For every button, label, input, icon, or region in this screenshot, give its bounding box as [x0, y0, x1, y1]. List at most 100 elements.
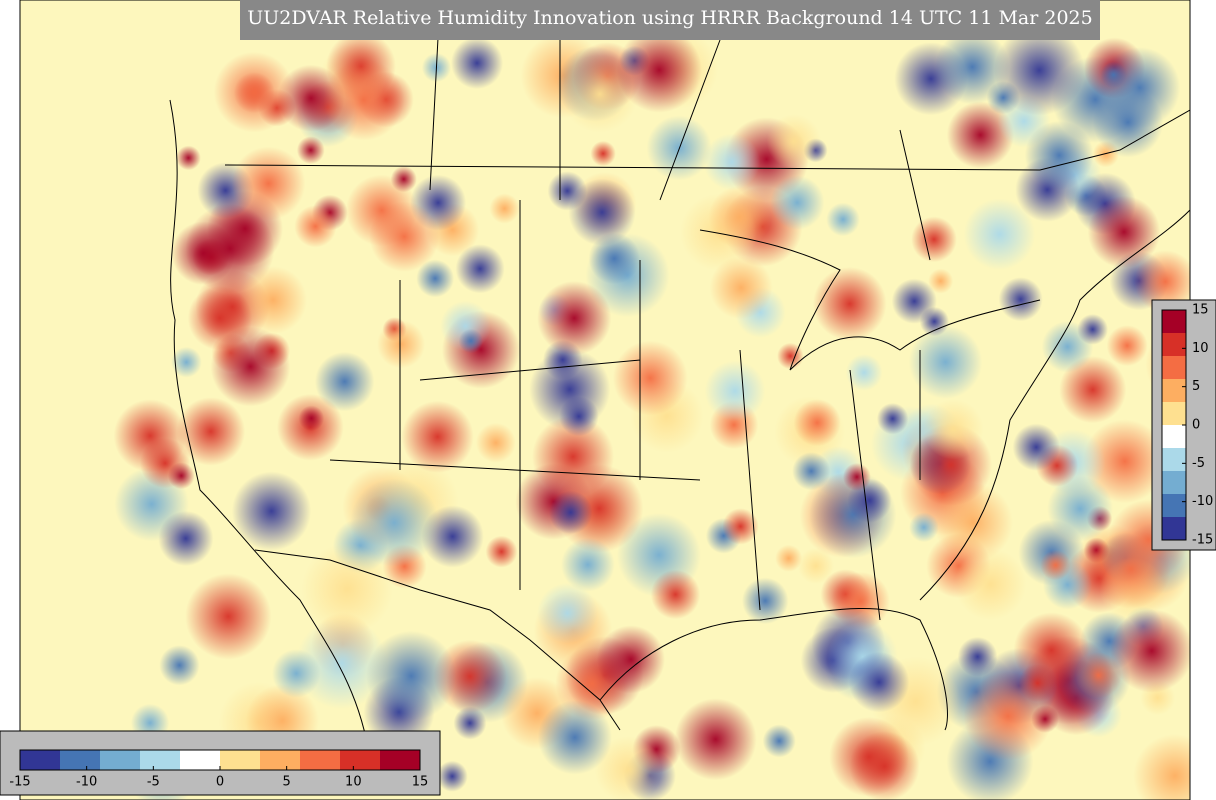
field-blob	[946, 101, 1015, 169]
field-blob	[908, 325, 983, 399]
field-blob	[674, 698, 757, 781]
field-blob	[963, 671, 1053, 761]
field-blob	[762, 724, 796, 758]
field-blob	[848, 651, 910, 713]
coastline	[599, 608, 948, 731]
field-blob	[993, 24, 1085, 116]
field-blob	[708, 185, 772, 249]
field-blob	[741, 577, 789, 625]
field-blob	[537, 700, 612, 775]
field-blob	[1106, 325, 1148, 367]
field-blob	[1031, 705, 1059, 733]
field-blob	[1133, 734, 1190, 800]
border-line	[224, 109, 1190, 171]
field-blob	[489, 193, 520, 224]
field-blob	[703, 133, 761, 191]
field-blob	[797, 547, 834, 584]
field-blob	[560, 537, 615, 592]
field-blob	[650, 569, 701, 620]
field-blob	[1098, 47, 1181, 129]
field-blob	[231, 146, 306, 221]
field-blob	[294, 205, 337, 248]
field-blob	[612, 340, 688, 416]
field-blob	[709, 256, 773, 320]
field-blob	[1082, 419, 1167, 504]
field-blob	[829, 716, 909, 797]
tick-label: -10	[1192, 494, 1213, 509]
innovation-field	[113, 24, 1190, 800]
field-blob	[176, 397, 246, 466]
field-blob	[826, 202, 860, 237]
province-line	[429, 0, 931, 261]
field-blob	[594, 736, 662, 800]
field-blob	[350, 478, 439, 567]
field-blob	[366, 630, 457, 722]
field-blob	[458, 328, 484, 354]
field-blob	[793, 399, 841, 447]
field-blob	[301, 543, 394, 635]
title-box	[240, 0, 1100, 40]
field-blob	[616, 27, 702, 113]
field-blob	[231, 471, 312, 551]
field-blob	[590, 140, 616, 167]
tick-label: 5	[283, 775, 291, 790]
field-blob	[239, 266, 307, 334]
field-blob	[323, 59, 405, 141]
state-line	[329, 200, 921, 621]
field-blob	[998, 277, 1043, 322]
field-blob	[934, 29, 1010, 105]
field-blob	[1012, 423, 1060, 471]
field-blob	[876, 402, 909, 435]
field-blob	[436, 760, 468, 792]
field-blob	[957, 636, 998, 677]
tick-label: -5	[1192, 456, 1205, 471]
tick-label: 0	[216, 775, 224, 790]
lake-shore	[699, 229, 1041, 371]
field-blob	[377, 320, 426, 369]
field-blob	[1110, 609, 1190, 693]
field-blob	[1133, 250, 1190, 314]
field-blob	[295, 617, 388, 710]
field-blob	[485, 535, 518, 568]
field-blob	[812, 267, 887, 341]
field-blob	[588, 232, 641, 285]
title: UU2DVAR Relative Humidity Innovation usi…	[247, 7, 1092, 29]
field-blob	[792, 452, 831, 491]
field-blob	[845, 354, 883, 391]
field-blob	[963, 198, 1036, 270]
field-blob	[298, 405, 325, 432]
coastline	[169, 99, 371, 761]
field-blob	[176, 145, 201, 171]
field-blob	[113, 399, 187, 473]
field-blob	[909, 512, 939, 543]
field-blob	[548, 490, 593, 535]
tick-label: -15	[1192, 533, 1213, 548]
field-blob	[369, 201, 440, 272]
field-blob	[185, 573, 272, 660]
field-blob	[532, 415, 615, 498]
field-blob	[401, 400, 474, 473]
field-blob	[559, 396, 599, 437]
boundaries	[169, 0, 1190, 761]
tick-label: 15	[412, 775, 429, 790]
field-blob	[704, 360, 766, 422]
tick-label: 15	[1192, 303, 1209, 318]
field-blob	[1040, 549, 1071, 581]
field-blob	[213, 51, 295, 133]
field-blob	[766, 114, 822, 169]
field-blob	[537, 582, 598, 644]
tick-label: 10	[1192, 341, 1209, 356]
field-blob	[475, 422, 516, 463]
coastline	[919, 209, 1190, 601]
field-blob	[954, 548, 1027, 621]
tick-label: -5	[147, 775, 160, 790]
field-blob	[171, 221, 236, 286]
tick-label: 0	[1192, 418, 1200, 433]
field-blob	[919, 306, 950, 337]
field-blob	[1059, 356, 1127, 424]
field-blob	[596, 625, 665, 694]
field-blob	[210, 326, 291, 407]
field-blob	[1024, 120, 1094, 190]
colorbars: -15 -10 -5 0 5 10 15 -15 -10 -5 0 5 10 15	[9, 303, 1213, 790]
